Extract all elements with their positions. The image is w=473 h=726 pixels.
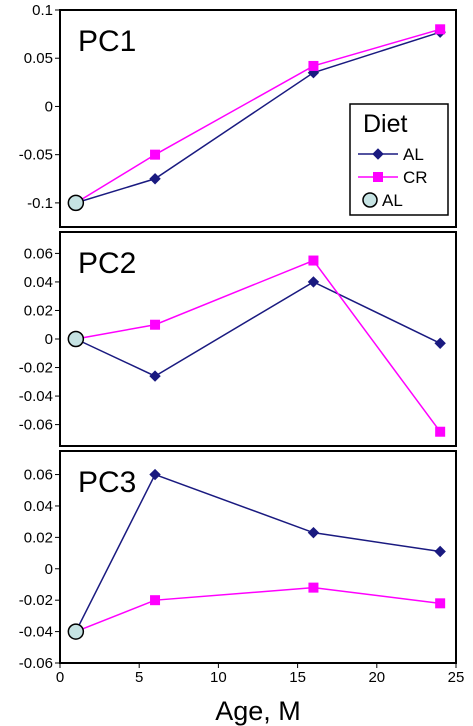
panel-2-start-circle [67,330,85,348]
panel-1-ytick-label: -0.05 [19,147,53,164]
panel-3-ytick-label: -0.02 [19,592,53,609]
panel-1-series-AL-diamond-line [75,31,441,204]
panel-3-series-AL-diamond-line [75,473,441,632]
panel-3-xtick-label: 15 [289,669,306,686]
panel-2-series-CR-square-line [75,259,441,433]
panel-2-ytick-label: -0.02 [19,360,53,377]
panel-3-AL-diamond-point [149,468,161,481]
panel-2-ytick-label: -0.06 [19,417,53,434]
panel-1-ytick-label: -0.1 [27,195,53,212]
panel-1-CR-square-point [150,149,161,160]
panel-3-xtick-label: 20 [368,669,385,686]
panel-1-CR-square-point [308,60,319,71]
panel-3-AL-diamond-point [307,526,320,539]
legend-title: Diet [363,110,408,138]
panel-1-start-circle [67,194,85,212]
panel-2-CR-square-point [435,426,446,437]
panel-3-frame [59,450,457,664]
panel-3-xtick-label: 25 [448,669,465,686]
panel-3-ytick-label: 0.02 [24,529,53,546]
legend-circle-marker [362,192,378,208]
panel-1-CR-square-point [435,24,446,35]
panel-3-CR-square-point [435,598,446,609]
panel-3-ytick-label: 0.04 [24,498,53,515]
panel-2-CR-square-point [150,319,161,330]
panel-2-ytick-label: 0.02 [24,302,53,319]
panel-3-ytick-label: 0.06 [24,467,53,484]
panel-3-ytick-label: -0.06 [19,655,53,672]
legend-entry-label: CR [403,168,428,187]
legend-diamond-marker [372,148,384,160]
panel-3-AL-diamond-point [434,545,446,558]
panel-3-title: PC3 [78,466,136,499]
panel-1-ytick-label: 0.05 [24,50,53,67]
panel-1-AL-diamond-point [149,173,161,185]
panel-1-ytick-label: 0 [45,98,53,115]
panel-3-start-circle [67,623,85,640]
panel-2-AL-diamond-point [149,370,161,382]
panel-2-AL-diamond-point [434,337,446,349]
panel-2-ytick-label: 0.06 [24,245,53,262]
legend-entry-label: AL [382,191,403,210]
panel-3-CR-square-point [150,595,161,606]
panel-1-series-CR-square-line [75,28,441,204]
panel-3-xtick-label: 5 [135,669,143,686]
panel-3-series-CR-square-line [75,586,441,633]
panel-2-ytick-label: 0.04 [24,274,53,291]
panel-1-ytick-label: 0.1 [32,2,53,19]
panel-3-CR-square-point [308,582,319,593]
x-axis-label: Age, M [215,696,301,726]
panel-3-ytick-label: 0 [45,561,53,578]
panel-2-ytick-label: -0.04 [19,388,53,405]
panel-2-ytick-label: 0 [45,331,53,348]
legend-square-marker [373,172,383,182]
panel-2-series-AL-diamond-line [75,281,441,377]
panel-2-AL-diamond-point [307,276,320,288]
panel-2-title: PC2 [78,247,136,280]
panel-3-ytick-label: -0.04 [19,624,53,641]
panel-2-CR-square-point [308,255,319,266]
panel-3-xtick-label: 0 [56,669,64,686]
panel-3-xtick-label: 10 [210,669,227,686]
legend-entry-label: AL [403,145,424,164]
panel-1-frame [59,9,457,228]
panel-1-title: PC1 [78,25,136,58]
